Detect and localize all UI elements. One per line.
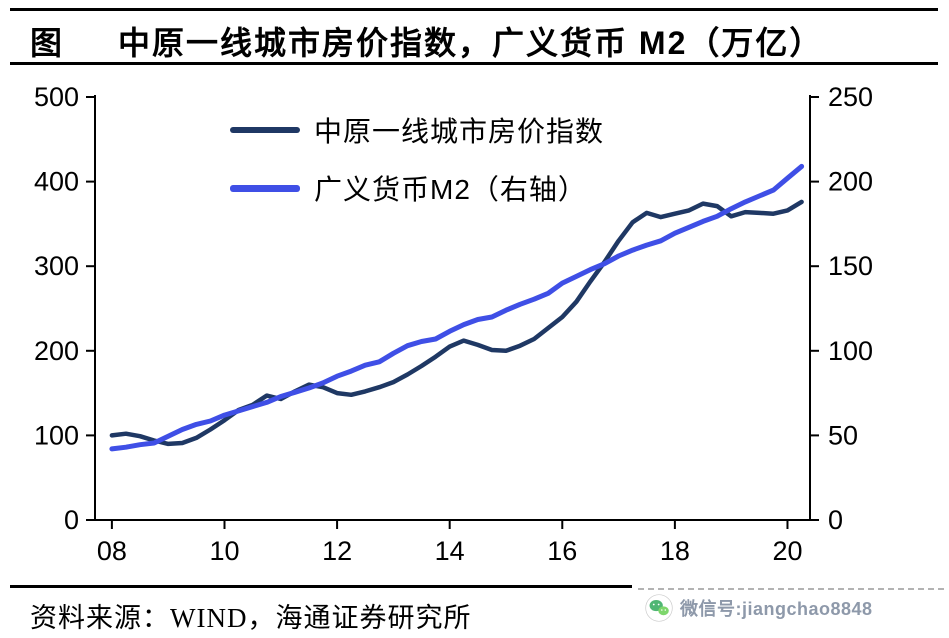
- x-tick-label: 20: [772, 536, 802, 566]
- title-prefix: 图: [30, 25, 65, 61]
- x-tick-label: 16: [547, 536, 577, 566]
- chart-legend: 中原一线城市房价指数 广义货币M2（右轴）: [230, 112, 604, 228]
- legend-swatch-navy: [230, 127, 300, 133]
- wechat-id: jiangchao8848: [742, 599, 873, 619]
- y-right-tick-label: 200: [828, 167, 873, 197]
- series-line-2: [109, 163, 805, 452]
- wechat-icon: [645, 594, 673, 622]
- y-right-tick-label: 150: [828, 251, 873, 281]
- y-left-tick-label: 0: [64, 505, 79, 535]
- wechat-watermark: 微信号:jiangchao8848: [645, 594, 873, 622]
- legend-swatch-blue: [230, 184, 300, 192]
- y-right-tick-label: 250: [828, 82, 873, 112]
- footer-divider: [10, 585, 632, 588]
- title-bottom-divider: [10, 62, 938, 65]
- page-title: 中原一线城市房价指数，广义货币 M2（万亿）: [118, 25, 824, 61]
- y-left-tick-label: 400: [34, 167, 79, 197]
- y-right-tick-label: 100: [828, 336, 873, 366]
- x-tick-label: 12: [322, 536, 352, 566]
- legend-item-m2: 广义货币M2（右轴）: [230, 170, 604, 206]
- x-tick-label: 10: [209, 536, 239, 566]
- y-right-tick-label: 0: [828, 505, 843, 535]
- series-line-1: [109, 199, 804, 447]
- watermark-dashed-divider: [638, 588, 944, 590]
- y-left-tick-label: 100: [34, 420, 79, 450]
- x-tick-label: 14: [435, 536, 465, 566]
- x-tick-label: 08: [97, 536, 127, 566]
- legend-item-house-price-index: 中原一线城市房价指数: [230, 112, 604, 148]
- wechat-label: 微信号:: [680, 599, 742, 619]
- y-left-tick-label: 300: [34, 251, 79, 281]
- legend-label-m2: 广义货币M2（右轴）: [314, 174, 587, 205]
- chart-title-row: 图 中原一线城市房价指数，广义货币 M2（万亿）: [30, 18, 930, 64]
- wechat-account-text: 微信号:jiangchao8848: [680, 595, 873, 621]
- x-tick-label: 18: [660, 536, 690, 566]
- source-text: 资料来源：WIND，海通证券研究所: [30, 603, 472, 633]
- top-divider: [10, 8, 938, 11]
- y-left-tick-label: 200: [34, 336, 79, 366]
- y-left-tick-label: 500: [34, 82, 79, 112]
- y-right-tick-label: 50: [828, 420, 858, 450]
- legend-label-house-price-index: 中原一线城市房价指数: [314, 116, 605, 147]
